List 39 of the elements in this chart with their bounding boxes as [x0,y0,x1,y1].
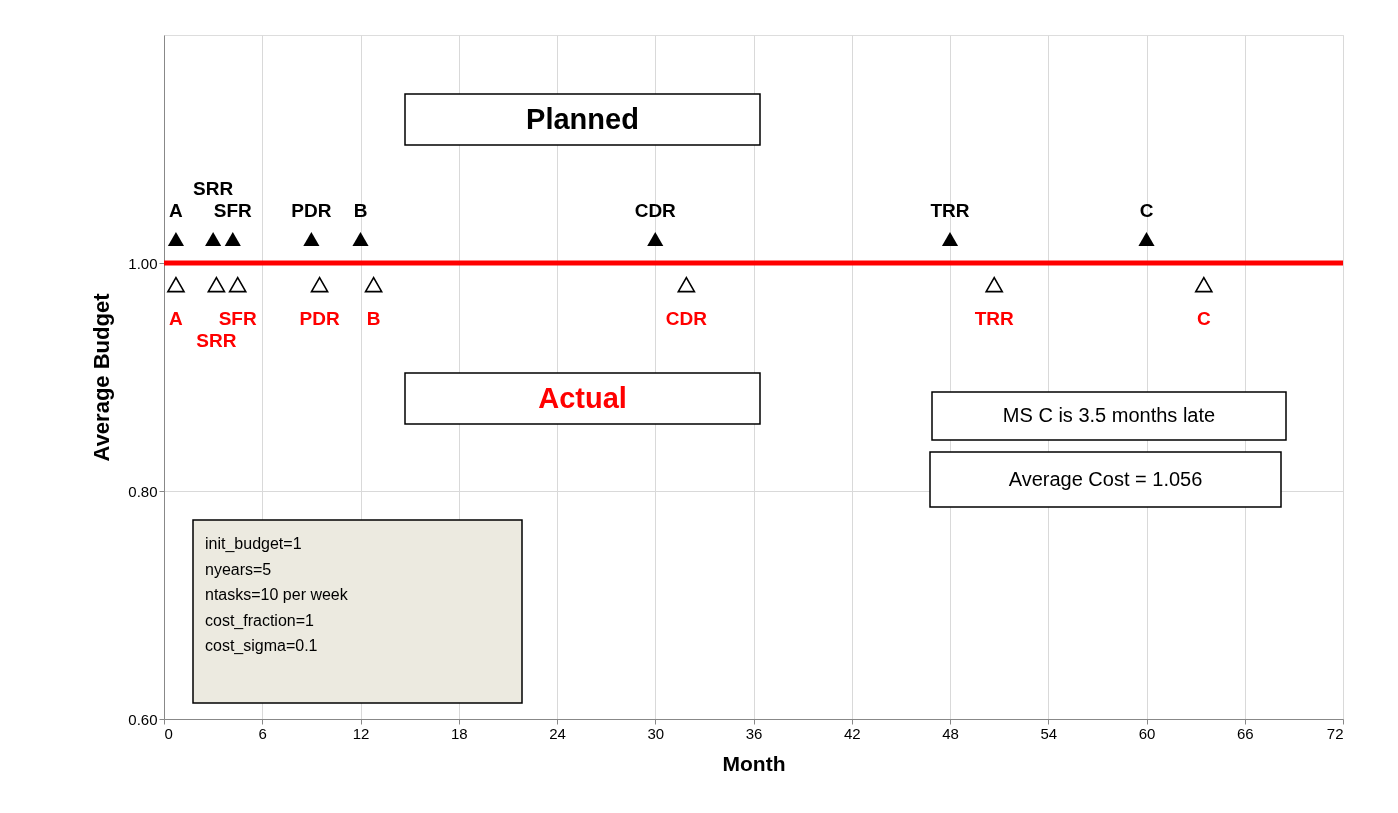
x-tick-label: 48 [942,724,959,742]
y-tick-label: 0.60 [128,710,158,728]
annotation: Actual [538,381,627,414]
x-tick-label: 66 [1236,724,1254,742]
x-tick-label: 18 [450,724,468,742]
x-tick-label: 60 [1138,724,1156,742]
x-tick-label: 72 [1326,724,1344,742]
x-tick-label: 6 [258,724,267,742]
data-label: CDR [665,307,708,329]
x-axis-title: Month [722,751,786,775]
x-tick-label: 54 [1040,724,1058,742]
data-label: SRR [196,329,237,351]
data-label: TRR [974,307,1015,329]
x-tick-label: 36 [745,724,763,742]
x-tick-label: 24 [549,724,566,742]
x-tick-label: 30 [647,724,665,742]
x-tick-label: 42 [843,724,861,742]
data-label: SFR [218,307,257,329]
data-label: B [366,307,381,329]
data-label: C [1196,307,1211,329]
annotation: init_budget=1 nyears=5 ntasks=10 per week cost_fraction=1 cost_sigma=0.1 [205,535,349,656]
data-label: SFR [213,200,253,222]
data-label: B [353,200,368,222]
annotation: MS C is 3.5 months late [1002,404,1216,426]
x-tick-label: 12 [352,724,370,742]
y-axis-title: Average Budget [89,292,115,462]
data-label: C [1139,200,1154,222]
y-tick-label: 0.80 [128,482,158,500]
data-label: CDR [634,200,677,222]
x-tick-label: 0 [164,724,173,742]
data-label: A [169,307,184,329]
data-label: PDR [291,200,332,222]
annotation: Average Cost = 1.056 [1008,467,1203,490]
data-label: TRR [930,200,970,222]
annotation: Planned [526,102,639,135]
data-label: PDR [299,307,340,329]
data-label: SRR [193,178,234,200]
data-label: A [169,200,184,222]
y-tick-label: 1.00 [128,254,158,272]
